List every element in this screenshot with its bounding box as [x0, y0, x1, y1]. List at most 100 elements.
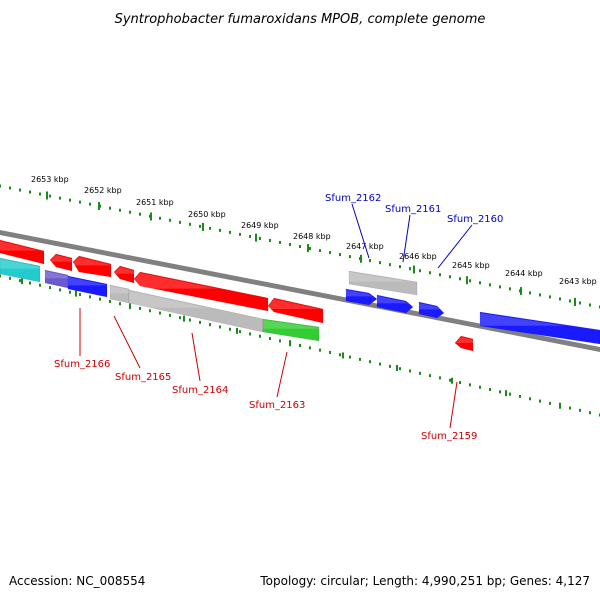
gene-feature[interactable]: [418, 301, 445, 319]
ruler-dot: [589, 303, 591, 307]
ruler-dot: [79, 293, 81, 297]
ruler-dot: [579, 408, 581, 412]
ruler-dot: [559, 297, 561, 301]
gene-feature[interactable]: [262, 318, 320, 342]
ruler-dot: [529, 291, 531, 295]
gene-label[interactable]: Sfum_2164: [172, 385, 228, 396]
ruler-dot: [9, 186, 11, 190]
callout-line: [276, 351, 288, 398]
ruler-dot: [549, 401, 551, 405]
gene-label[interactable]: Sfum_2163: [249, 400, 305, 411]
gene-label[interactable]: Sfum_2162: [325, 193, 381, 204]
ruler-dot: [519, 394, 521, 398]
ruler-dot: [39, 192, 41, 196]
ruler-dot: [279, 240, 281, 244]
ruler-dot: [49, 194, 51, 198]
ruler-dot: [459, 381, 461, 385]
ruler-dot: [539, 399, 541, 403]
ruler-dot: [109, 206, 111, 210]
ruler-dot: [89, 202, 91, 206]
ruler-dot: [349, 255, 351, 259]
outer-ruler: [0, 184, 600, 309]
gene-feature[interactable]: [348, 270, 418, 296]
ruler-dot: [419, 269, 421, 273]
gene-feature[interactable]: [49, 253, 73, 272]
ruler-dot: [509, 287, 511, 291]
gene-feature[interactable]: [0, 257, 41, 283]
ruler-dot: [209, 226, 211, 230]
gene-feature[interactable]: [113, 265, 135, 284]
gene-feature[interactable]: [267, 297, 324, 324]
gene-label[interactable]: Sfum_2165: [115, 372, 171, 383]
gene-label[interactable]: Sfum_2160: [447, 214, 503, 225]
forward-gene-labels: Sfum_2162 Sfum_2161 Sfum_2160: [325, 193, 503, 225]
ruler-dot: [419, 371, 421, 375]
ruler-dot: [159, 311, 161, 315]
ruler-dot: [449, 275, 451, 279]
ruler-dot: [259, 236, 261, 240]
ruler-dot: [119, 302, 121, 306]
ruler-dot: [29, 190, 31, 194]
ruler-dot: [79, 200, 81, 204]
scale-tick-label: 2648 kbp: [293, 232, 331, 241]
scale-tick-label: 2644 kbp: [505, 269, 543, 278]
ruler-dot: [159, 216, 161, 220]
callout-line: [402, 214, 411, 263]
ruler-dot: [39, 283, 41, 287]
ruler-dot: [309, 247, 311, 251]
gene-feature[interactable]: [67, 275, 108, 298]
ruler-dot: [189, 318, 191, 322]
gene-callouts: [79, 203, 473, 429]
ruler-dot: [109, 299, 111, 303]
ruler-dot: [19, 188, 21, 192]
ruler-dot: [279, 339, 281, 343]
ruler-dot: [409, 369, 411, 373]
gene-feature[interactable]: [454, 335, 474, 352]
ruler-dot: [149, 309, 151, 313]
ruler-dot: [29, 281, 31, 285]
ruler-dot: [339, 353, 341, 357]
ruler-dot: [369, 360, 371, 364]
ruler-dot: [539, 293, 541, 297]
ruler-dot: [429, 374, 431, 378]
ruler-dot: [209, 323, 211, 327]
ruler-dot: [319, 249, 321, 253]
scale-tick-label: 2646 kbp: [399, 252, 437, 261]
ruler-dot: [479, 385, 481, 389]
ruler-dot: [219, 325, 221, 329]
ruler-dot: [369, 259, 371, 263]
ruler-dot: [379, 362, 381, 366]
ruler-dot: [439, 376, 441, 380]
ruler-dot: [119, 208, 121, 212]
ruler-dot: [199, 320, 201, 324]
callout-line: [449, 381, 458, 429]
gene-feature[interactable]: [345, 288, 378, 306]
ruler-dot: [329, 251, 331, 255]
ruler-dot: [319, 348, 321, 352]
gene-feature[interactable]: [0, 239, 45, 265]
ruler-dot: [139, 212, 141, 216]
gene-feature[interactable]: [72, 255, 112, 278]
scale-tick-label: 2651 kbp: [136, 198, 174, 207]
ruler-dot: [359, 357, 361, 361]
ruler-dot: [69, 198, 71, 202]
gene-feature[interactable]: [133, 271, 269, 312]
genome-backbone: [0, 230, 600, 352]
ruler-dot: [69, 290, 71, 294]
gene-feature[interactable]: [479, 311, 600, 345]
ruler-dot: [269, 337, 271, 341]
ruler-dot: [569, 406, 571, 410]
ruler-dot: [509, 392, 511, 396]
inner-ruler: [0, 274, 600, 417]
gene-label[interactable]: Sfum_2161: [385, 204, 441, 215]
ruler-dot: [19, 279, 21, 283]
topology-text: Topology: circular; Length: 4,990,251 bp…: [260, 574, 590, 588]
gene-feature[interactable]: [376, 294, 414, 314]
ruler-dot: [399, 367, 401, 371]
ruler-dot: [99, 297, 101, 301]
ruler-dot: [349, 355, 351, 359]
gene-label[interactable]: Sfum_2159: [421, 431, 477, 442]
gene-label[interactable]: Sfum_2166: [54, 359, 110, 370]
ruler-dot: [229, 327, 231, 331]
ruler-dot: [249, 234, 251, 238]
